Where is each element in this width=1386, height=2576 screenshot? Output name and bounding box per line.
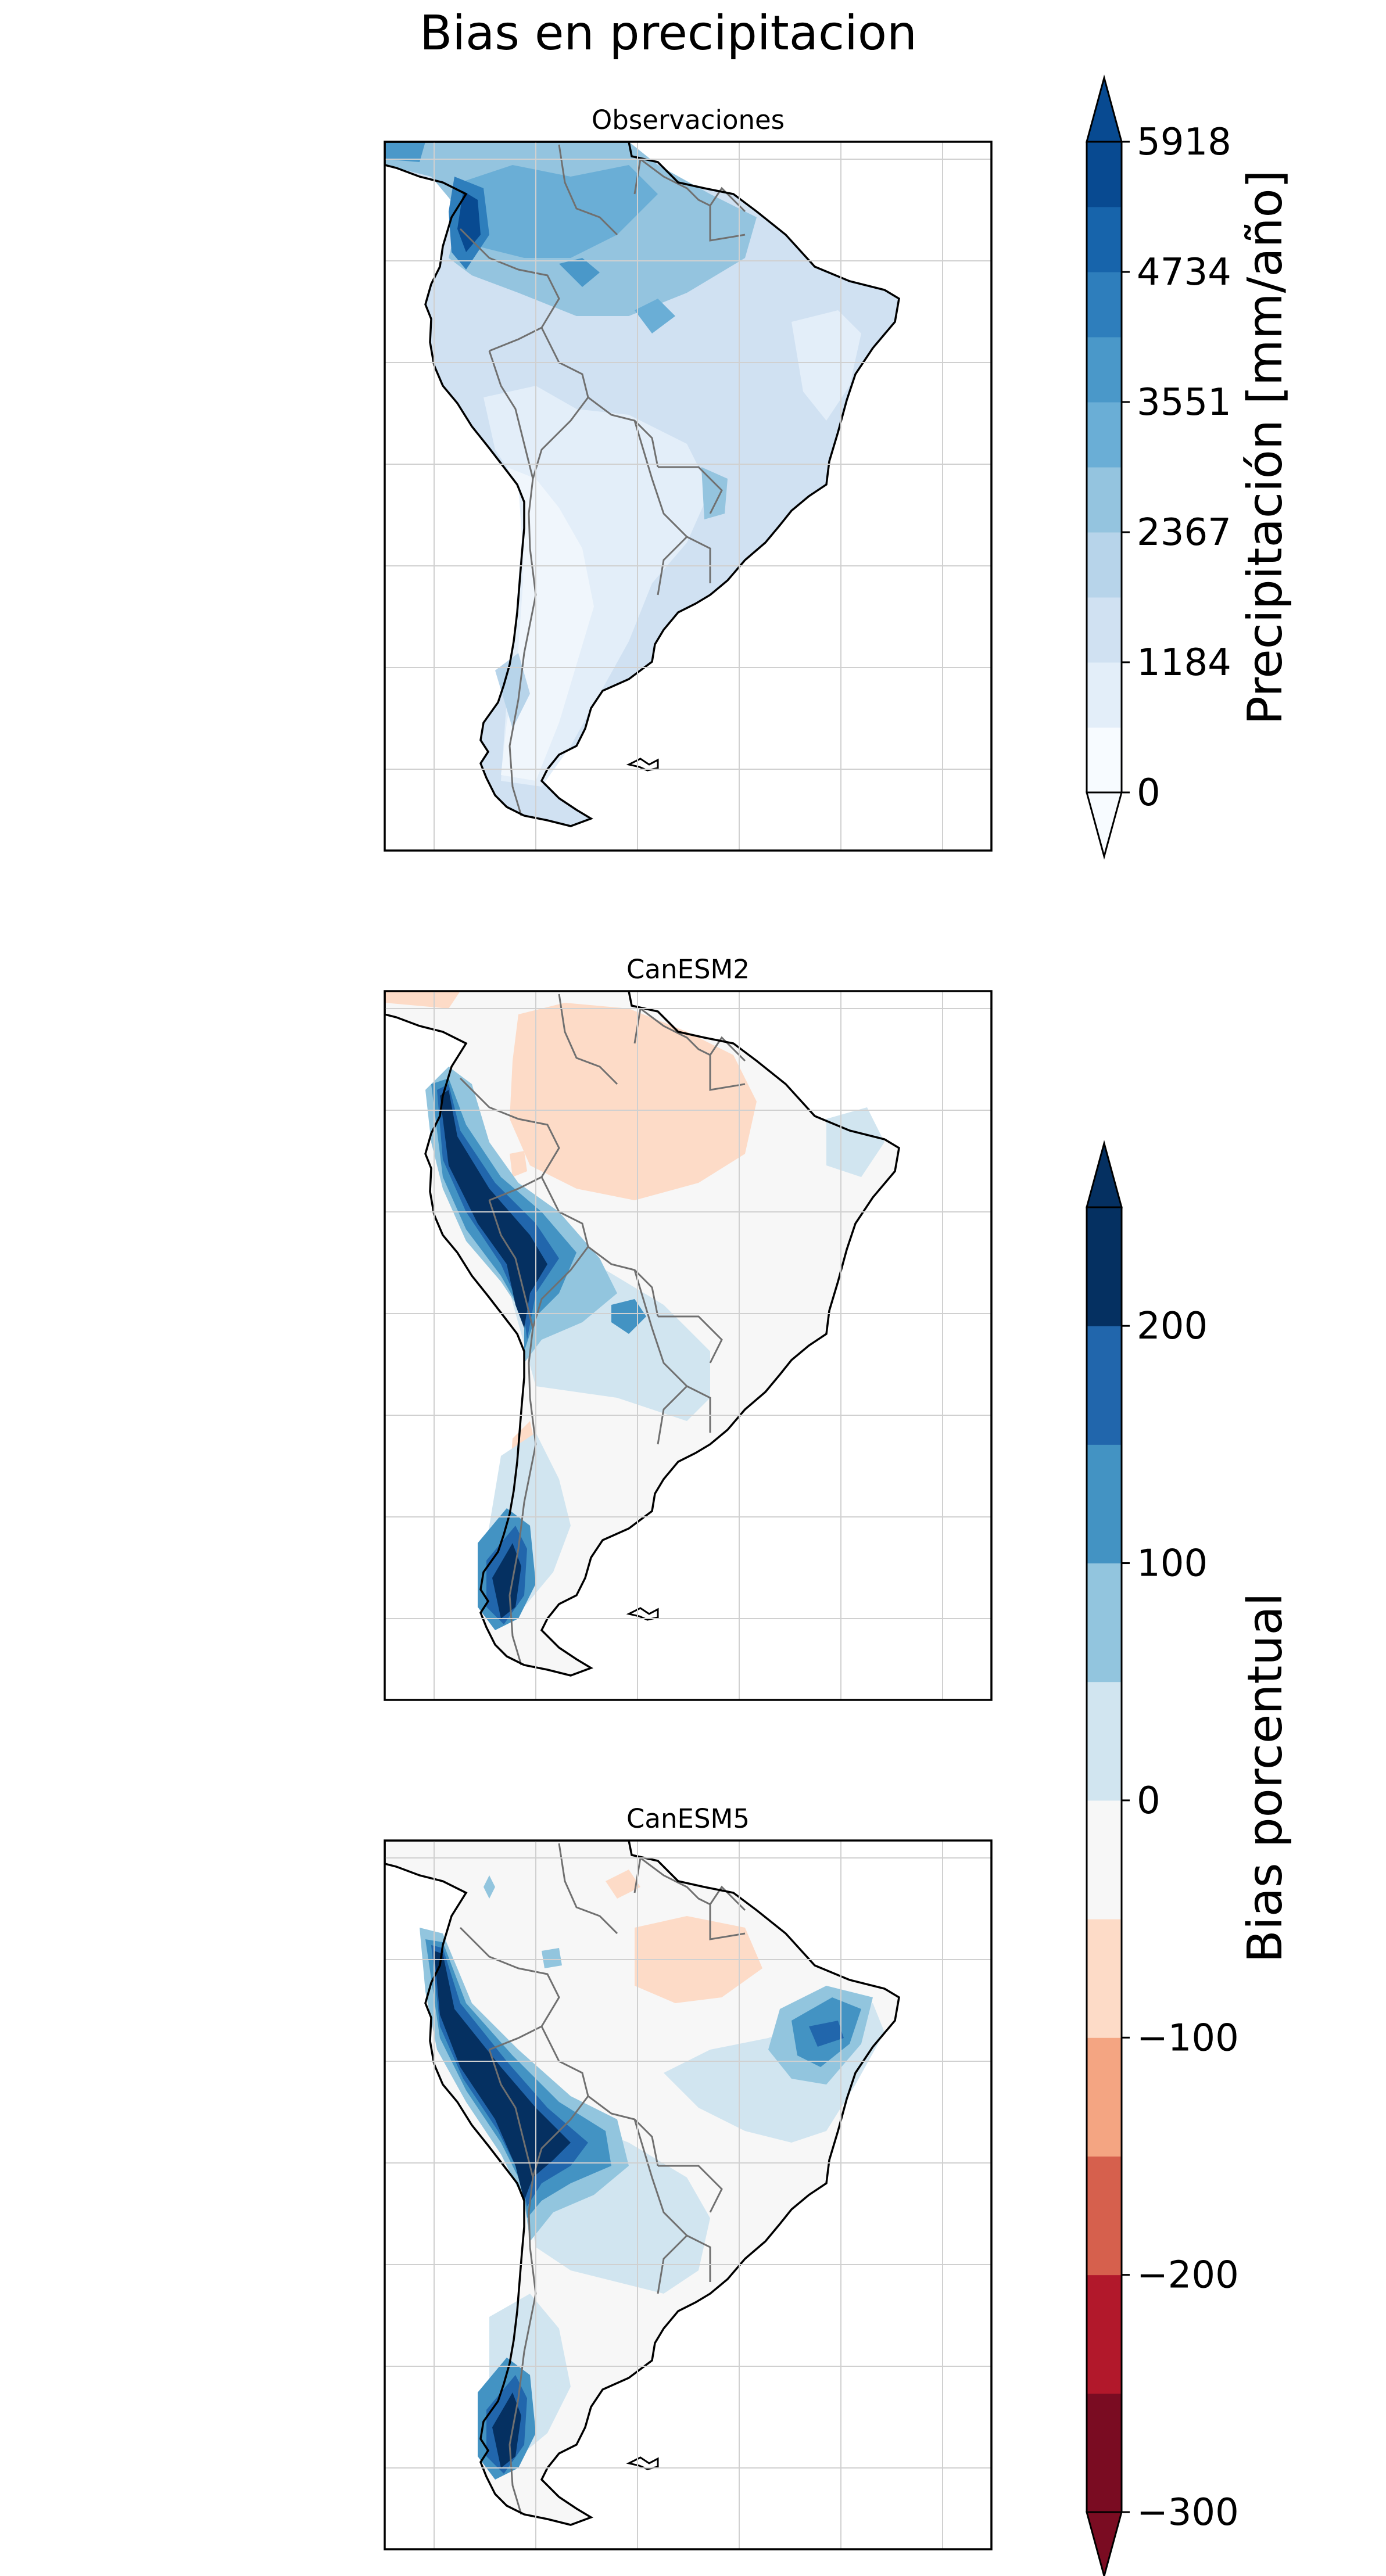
colorbar-extend-max <box>1086 1140 1123 1208</box>
map-panel-canesm5: CanESM5 <box>384 1803 993 2550</box>
colorbar-cell <box>1087 662 1122 728</box>
colorbar-tick-label: 0 <box>1137 772 1161 815</box>
colorbar-cell <box>1087 207 1122 272</box>
colorbar-tick-label: 5918 <box>1137 121 1231 164</box>
colorbar-extend-min <box>1086 791 1123 860</box>
colorbar-cell <box>1087 532 1122 598</box>
colorbar-cell <box>1087 727 1122 793</box>
colorbar-cell <box>1087 2037 1122 2157</box>
colorbar-tick-label: 1184 <box>1137 641 1231 684</box>
colorbar-cell <box>1087 2393 1122 2513</box>
colorbar-cell <box>1087 1800 1122 1920</box>
map-panel-observaciones: Observaciones <box>384 105 993 852</box>
map-frame <box>384 1839 993 2550</box>
colorbar-precipitation: Precipitación [mm/año] 5918 4734 3551 2367 1… <box>1086 74 1293 860</box>
panel-title: CanESM2 <box>626 954 750 985</box>
colorbar-frame <box>1086 141 1123 794</box>
colorbar-tick-label: 0 <box>1137 1779 1161 1822</box>
map-panel-canesm2: CanESM2 <box>384 954 993 1701</box>
colorbar-label: Bias porcentual <box>1238 1593 1293 1963</box>
colorbar-cell <box>1087 1563 1122 1682</box>
colorbar-cell <box>1087 1919 1122 2038</box>
islands <box>626 758 659 772</box>
colorbar-cell <box>1087 402 1122 468</box>
colorbar-frame <box>1086 1206 1123 2513</box>
colorbar-cell <box>1087 272 1122 338</box>
colorbar-cell <box>1087 1681 1122 1801</box>
map-frame <box>384 141 993 852</box>
colorbar-cell <box>1087 337 1122 403</box>
panel-title: CanESM5 <box>626 1803 750 1834</box>
colorbar-tick-label: −100 <box>1137 2017 1239 2060</box>
colorbar-tick-label: 3551 <box>1137 381 1231 424</box>
figure-title: Bias en precipitacion <box>420 6 917 61</box>
colorbar-cell <box>1087 1326 1122 1445</box>
colorbar-tick-label: −300 <box>1137 2491 1239 2534</box>
colorbar-bias: Bias porcentual 200 100 0 −100 −200 −300 <box>1086 1140 1293 2576</box>
colorbar-tick-label: 100 <box>1137 1542 1208 1585</box>
gridlines <box>385 991 991 1700</box>
gridlines <box>385 142 991 851</box>
colorbar-tick-label: 4734 <box>1137 251 1231 294</box>
bias-contours <box>385 991 884 1630</box>
colorbar-extend-min <box>1086 2511 1123 2576</box>
colorbar-tick-label: 200 <box>1137 1305 1208 1348</box>
gridlines <box>385 1840 991 2549</box>
colorbar-cell <box>1087 2156 1122 2276</box>
panel-title: Observaciones <box>592 105 785 135</box>
colorbar-cell <box>1087 142 1122 207</box>
colorbar-cell <box>1087 597 1122 663</box>
colorbar-extend-max <box>1086 74 1123 143</box>
colorbar-cell <box>1087 467 1122 533</box>
colorbar-tick-label: −200 <box>1137 2254 1239 2297</box>
colorbar-cell <box>1087 1207 1122 1326</box>
colorbar-tick-label: 2367 <box>1137 511 1231 554</box>
islands <box>626 1607 659 1621</box>
precip-contours <box>385 142 861 787</box>
map-frame <box>384 990 993 1701</box>
colorbar-cell <box>1087 2274 1122 2394</box>
islands <box>626 2456 659 2470</box>
colorbar-label: Precipitación [mm/año] <box>1238 170 1293 724</box>
colorbar-cell <box>1087 1444 1122 1564</box>
